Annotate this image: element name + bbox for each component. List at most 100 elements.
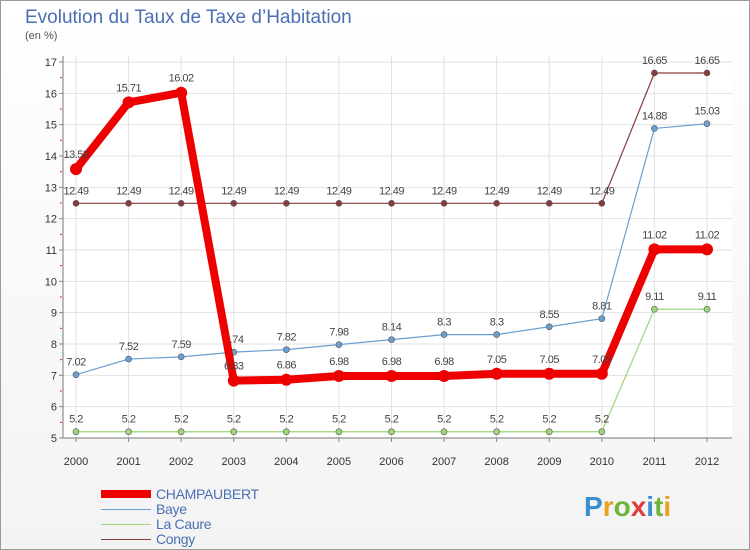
x-tick-label: 2007 xyxy=(432,456,456,468)
data-point xyxy=(72,371,80,379)
data-label: 8.14 xyxy=(382,322,402,334)
legend-swatch-la-caure xyxy=(101,524,151,525)
data-point xyxy=(701,243,713,256)
data-point xyxy=(438,369,451,382)
y-tick-label: 17 xyxy=(45,57,57,69)
y-tick-label: 6 xyxy=(51,402,57,414)
data-label: 6.86 xyxy=(277,360,297,372)
data-label: 8.55 xyxy=(540,309,560,321)
data-label: 5.2 xyxy=(437,414,451,426)
data-point xyxy=(283,428,290,436)
y-tick-label: 16 xyxy=(45,88,57,100)
data-label: 12.49 xyxy=(116,185,141,197)
data-point xyxy=(125,200,132,207)
logo-letter: r xyxy=(602,491,614,522)
proxiti-logo: Proxiti xyxy=(584,491,671,523)
data-point xyxy=(230,200,238,207)
data-label: 5.2 xyxy=(332,414,346,426)
data-label: 5.2 xyxy=(542,414,556,426)
x-tick-label: 2008 xyxy=(484,456,508,468)
y-tick-label: 15 xyxy=(45,120,57,132)
data-label: 11.02 xyxy=(642,229,667,241)
data-point xyxy=(385,369,398,382)
x-tick-label: 2001 xyxy=(116,456,140,468)
data-label: 7.52 xyxy=(119,341,139,353)
y-tick-label: 10 xyxy=(45,276,57,288)
data-label: 6.98 xyxy=(382,356,402,368)
legend-swatch-baye xyxy=(101,509,151,510)
data-point xyxy=(493,428,500,436)
legend-label-champaubert: CHAMPAUBERT xyxy=(156,486,259,502)
data-point xyxy=(490,367,503,380)
legend-label-congy: Congy xyxy=(156,531,195,547)
data-label: 7.02 xyxy=(66,357,86,369)
data-point xyxy=(177,200,185,207)
data-label: 5.2 xyxy=(227,414,241,426)
data-point xyxy=(70,163,82,176)
data-label: 6.83 xyxy=(224,361,244,373)
data-label: 12.49 xyxy=(537,185,562,197)
logo-letter: P xyxy=(584,491,603,522)
data-label: 12.49 xyxy=(326,185,351,197)
data-label: 16.02 xyxy=(169,73,194,85)
x-tick-label: 2012 xyxy=(695,456,719,468)
legend-item-la-caure: La Caure xyxy=(101,516,361,532)
data-point xyxy=(703,120,711,128)
y-tick-label: 7 xyxy=(51,370,57,382)
data-point xyxy=(703,69,711,77)
legend-label-la-caure: La Caure xyxy=(156,516,212,532)
legend-item-baye: Baye xyxy=(101,501,361,517)
legend-swatch-congy xyxy=(101,539,151,540)
data-label: 8.81 xyxy=(592,301,612,313)
data-point xyxy=(388,336,395,343)
data-label: 7.82 xyxy=(277,332,297,344)
data-point xyxy=(440,331,448,338)
x-tick-label: 2009 xyxy=(537,456,561,468)
data-point xyxy=(651,69,658,77)
data-label: 6.98 xyxy=(329,356,349,368)
data-point xyxy=(177,428,185,436)
data-label: 9.11 xyxy=(645,291,664,303)
data-label: 16.65 xyxy=(642,55,667,67)
data-label: 15.03 xyxy=(694,106,719,118)
data-label: 12.49 xyxy=(484,185,509,197)
y-tick-label: 14 xyxy=(45,151,57,163)
data-label: 7.05 xyxy=(592,354,612,366)
x-tick-label: 2004 xyxy=(274,456,298,468)
data-label: 12.49 xyxy=(589,185,614,197)
y-tick-label: 8 xyxy=(51,339,57,351)
x-tick-label: 2010 xyxy=(590,456,614,468)
data-point xyxy=(598,315,606,322)
data-point xyxy=(230,428,238,436)
data-label: 16.65 xyxy=(694,55,719,67)
x-tick-label: 2000 xyxy=(64,456,88,468)
y-tick-label: 5 xyxy=(51,433,57,445)
data-label: 5.2 xyxy=(490,414,504,426)
x-tick-label: 2006 xyxy=(379,456,403,468)
legend-item-champaubert: CHAMPAUBERT xyxy=(101,486,361,502)
data-point xyxy=(493,331,500,338)
data-point xyxy=(440,200,448,207)
data-label: 12.49 xyxy=(169,185,194,197)
data-label: 7.05 xyxy=(487,354,507,366)
data-point xyxy=(388,428,395,436)
data-label: 12.49 xyxy=(274,185,299,197)
data-point xyxy=(388,200,395,207)
data-point xyxy=(122,96,135,109)
data-label: 15.71 xyxy=(116,82,141,94)
data-point xyxy=(335,341,343,348)
data-label: 6.98 xyxy=(434,356,454,368)
data-label: 12.49 xyxy=(221,185,246,197)
data-point xyxy=(648,243,661,256)
legend-swatch-champaubert xyxy=(101,490,151,498)
logo-letter: i xyxy=(646,491,655,522)
data-point xyxy=(177,353,185,361)
data-point xyxy=(125,428,132,436)
data-point xyxy=(283,346,290,353)
chart-title: Evolution du Taux de Taxe d’Habitation xyxy=(25,7,352,28)
logo-letter: i xyxy=(663,491,672,522)
data-label: 8.3 xyxy=(490,317,504,329)
plot-area xyxy=(63,56,732,438)
data-point xyxy=(175,86,188,99)
data-point xyxy=(703,305,711,313)
